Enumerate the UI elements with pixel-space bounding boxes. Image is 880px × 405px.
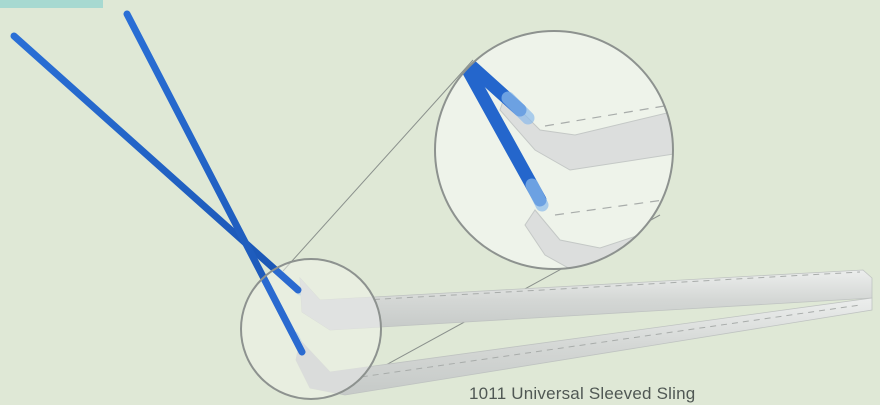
product-caption: 1011 Universal Sleeved Sling	[469, 384, 696, 403]
large-magnifier-lens	[434, 30, 674, 270]
small-magnifier-lens	[240, 258, 382, 400]
sling-stitching	[329, 271, 861, 381]
corner-accent-tab	[0, 0, 103, 8]
sling-mesh	[295, 269, 873, 396]
